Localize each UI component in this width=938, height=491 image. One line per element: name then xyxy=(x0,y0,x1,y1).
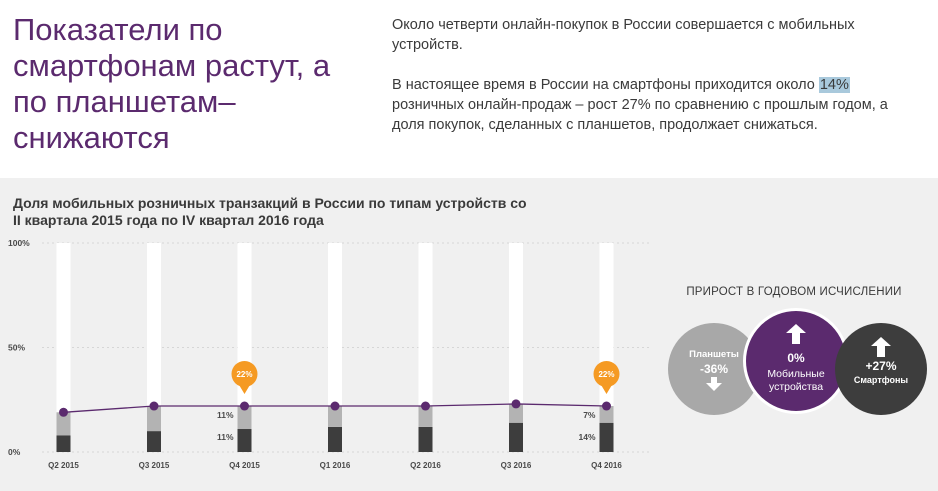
tablets-label: Планшеты xyxy=(689,349,739,360)
x-tick-label: Q4 2016 xyxy=(591,461,622,470)
header-section: Показатели по смартфонам растут, а по пл… xyxy=(0,0,938,178)
bar-smartphones xyxy=(147,431,161,452)
mobile-value: 0% xyxy=(787,351,805,365)
callout-total-label: 22% xyxy=(598,370,614,379)
bar-background xyxy=(599,243,614,452)
tablets-share-label: 7% xyxy=(583,410,596,420)
smartphones-value: +27% xyxy=(865,359,897,373)
chart-title: Доля мобильных розничных транзакций в Ро… xyxy=(13,195,527,228)
bar-tablets xyxy=(56,412,71,436)
bar-background xyxy=(418,243,433,452)
bar-smartphones xyxy=(599,422,614,452)
bar-smartphones xyxy=(509,422,523,452)
bar-background xyxy=(328,243,342,452)
smartphones-share-label: 11% xyxy=(217,432,234,442)
page-title: Показатели по смартфонам растут, а по пл… xyxy=(13,12,331,155)
arrow-up-icon xyxy=(871,337,891,357)
mobile-total-point xyxy=(149,401,159,411)
tablets-share-label: 11% xyxy=(217,410,234,420)
bar-background xyxy=(237,243,252,452)
callout-bubble xyxy=(231,361,258,387)
bar-tablets xyxy=(509,403,523,423)
intro-text: Около четверти онлайн-покупок в России с… xyxy=(392,15,922,155)
x-tick-label: Q1 2016 xyxy=(320,461,351,470)
x-tick-label: Q4 2015 xyxy=(229,461,260,470)
mobile-total-point xyxy=(511,399,521,409)
mobile-total-point xyxy=(602,401,611,411)
mobile-growth-circle: 0% Мобильные устройства xyxy=(743,308,849,414)
bar-smartphones xyxy=(56,435,71,452)
bar-tablets xyxy=(237,406,252,430)
intro-paragraph-2: В настоящее время в России на смартфоны … xyxy=(392,75,922,135)
bar-chart: 100% 50% 0% Q2 2015 Q3 2015 Q4 2015 Q1 2016 Q2 … xyxy=(8,238,652,470)
smartphones-label: Смартфоны xyxy=(853,375,909,385)
highlighted-value: 14% xyxy=(818,77,850,93)
callout-bubble xyxy=(593,361,620,387)
arrow-down-icon xyxy=(706,377,722,391)
y-tick-label: 100% xyxy=(8,238,30,248)
callout-total-label: 22% xyxy=(236,370,252,379)
bar-background xyxy=(147,243,161,452)
bar-smartphones xyxy=(237,429,252,452)
chart-panel: Доля мобильных розничных транзакций в Ро… xyxy=(0,178,938,491)
mobile-total-point xyxy=(421,401,430,411)
growth-title: ПРИРОСТ В ГОДОВОМ ИСЧИСЛЕНИИ xyxy=(686,286,902,298)
bar-tablets xyxy=(328,406,342,427)
bar-smartphones xyxy=(328,426,342,452)
y-tick-label: 50% xyxy=(8,343,25,353)
x-tick-label: Q3 2015 xyxy=(139,461,170,470)
intro-paragraph-1: Около четверти онлайн-покупок в России с… xyxy=(392,17,855,53)
bar-tablets xyxy=(147,406,161,432)
smartphones-growth-circle: +27% Смартфоны xyxy=(835,323,927,415)
bar-tablets xyxy=(418,406,433,427)
mobile-total-point xyxy=(330,401,340,411)
y-tick-label: 0% xyxy=(8,447,21,457)
tablets-value: -36% xyxy=(699,362,728,376)
bar-smartphones xyxy=(418,426,433,452)
bar-background xyxy=(509,243,523,452)
x-tick-label: Q2 2015 xyxy=(48,461,79,470)
smartphones-share-label: 14% xyxy=(578,432,595,442)
x-tick-label: Q2 2016 xyxy=(410,461,441,470)
bar-tablets xyxy=(599,406,614,423)
arrow-up-icon xyxy=(786,324,806,344)
intro-text-before: В настоящее время в России на смартфоны … xyxy=(392,77,819,93)
bar-background xyxy=(56,243,71,452)
mobile-total-point xyxy=(59,407,68,417)
mobile-total-point xyxy=(240,401,249,411)
intro-text-after: розничных онлайн-продаж – рост 27% по ср… xyxy=(392,97,888,133)
x-tick-label: Q3 2016 xyxy=(501,461,532,470)
mobile-label: Мобильные устройства xyxy=(767,368,825,393)
